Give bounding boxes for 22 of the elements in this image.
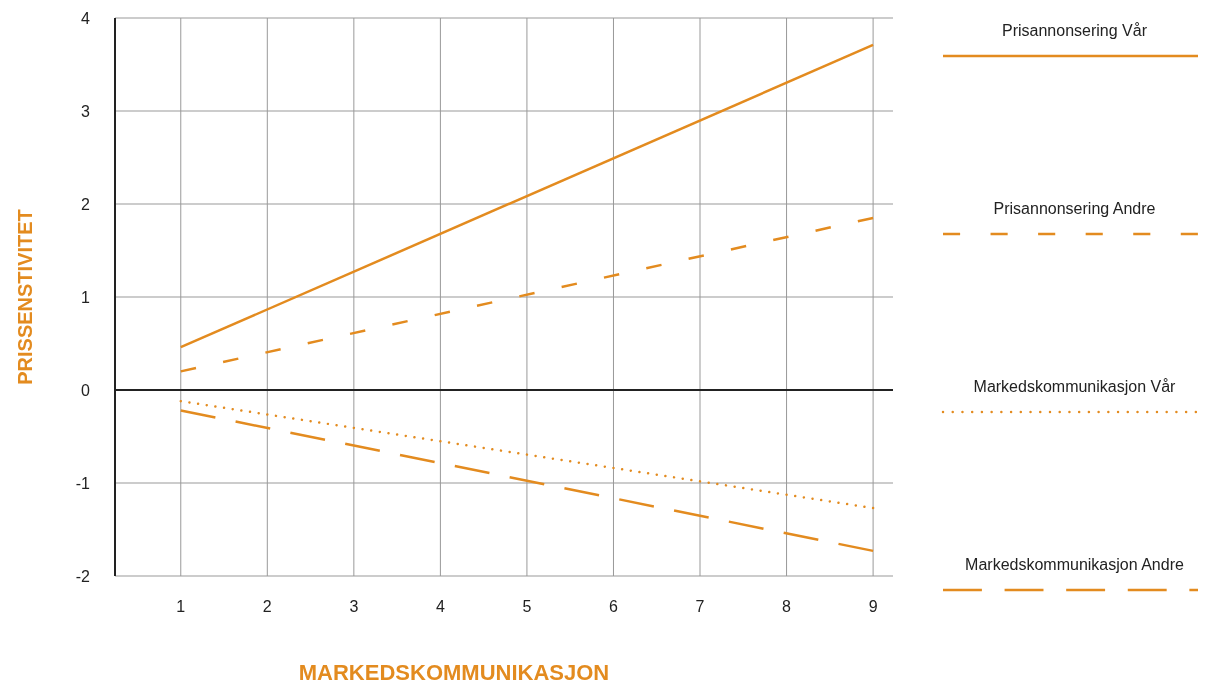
x-tick-label: 8: [782, 598, 792, 615]
y-tick-label: -1: [75, 474, 91, 492]
y-tick-label: 3: [81, 102, 91, 120]
x-tick-label: 3: [349, 598, 359, 615]
text: Prisannonsering Vår: [1002, 22, 1148, 39]
x-tick-label: 1: [176, 598, 186, 615]
y-tick-label: 1: [81, 288, 91, 306]
x-axis-title: MARKEDSKOMMUNIKASJON: [298, 660, 610, 685]
y-tick-label: -2: [75, 567, 91, 585]
y-tick-label: 0: [81, 381, 91, 399]
y-tick-label: 4: [81, 9, 91, 27]
y-axis-title: PRISSENSTIVITET: [14, 209, 36, 385]
text: Markedskommunikasjon Andre: [965, 556, 1184, 573]
x-tick-label: 6: [609, 598, 619, 615]
text: Markedskommunikasjon Vår: [973, 378, 1177, 395]
x-tick-label: 5: [522, 598, 532, 615]
x-tick-label: 7: [695, 598, 705, 615]
x-tick-label: 4: [435, 598, 445, 615]
text: Prisannonsering Andre: [993, 200, 1156, 217]
y-tick-label: 2: [81, 195, 91, 213]
x-tick-label: 9: [868, 598, 878, 615]
x-tick-label: 2: [262, 598, 272, 615]
